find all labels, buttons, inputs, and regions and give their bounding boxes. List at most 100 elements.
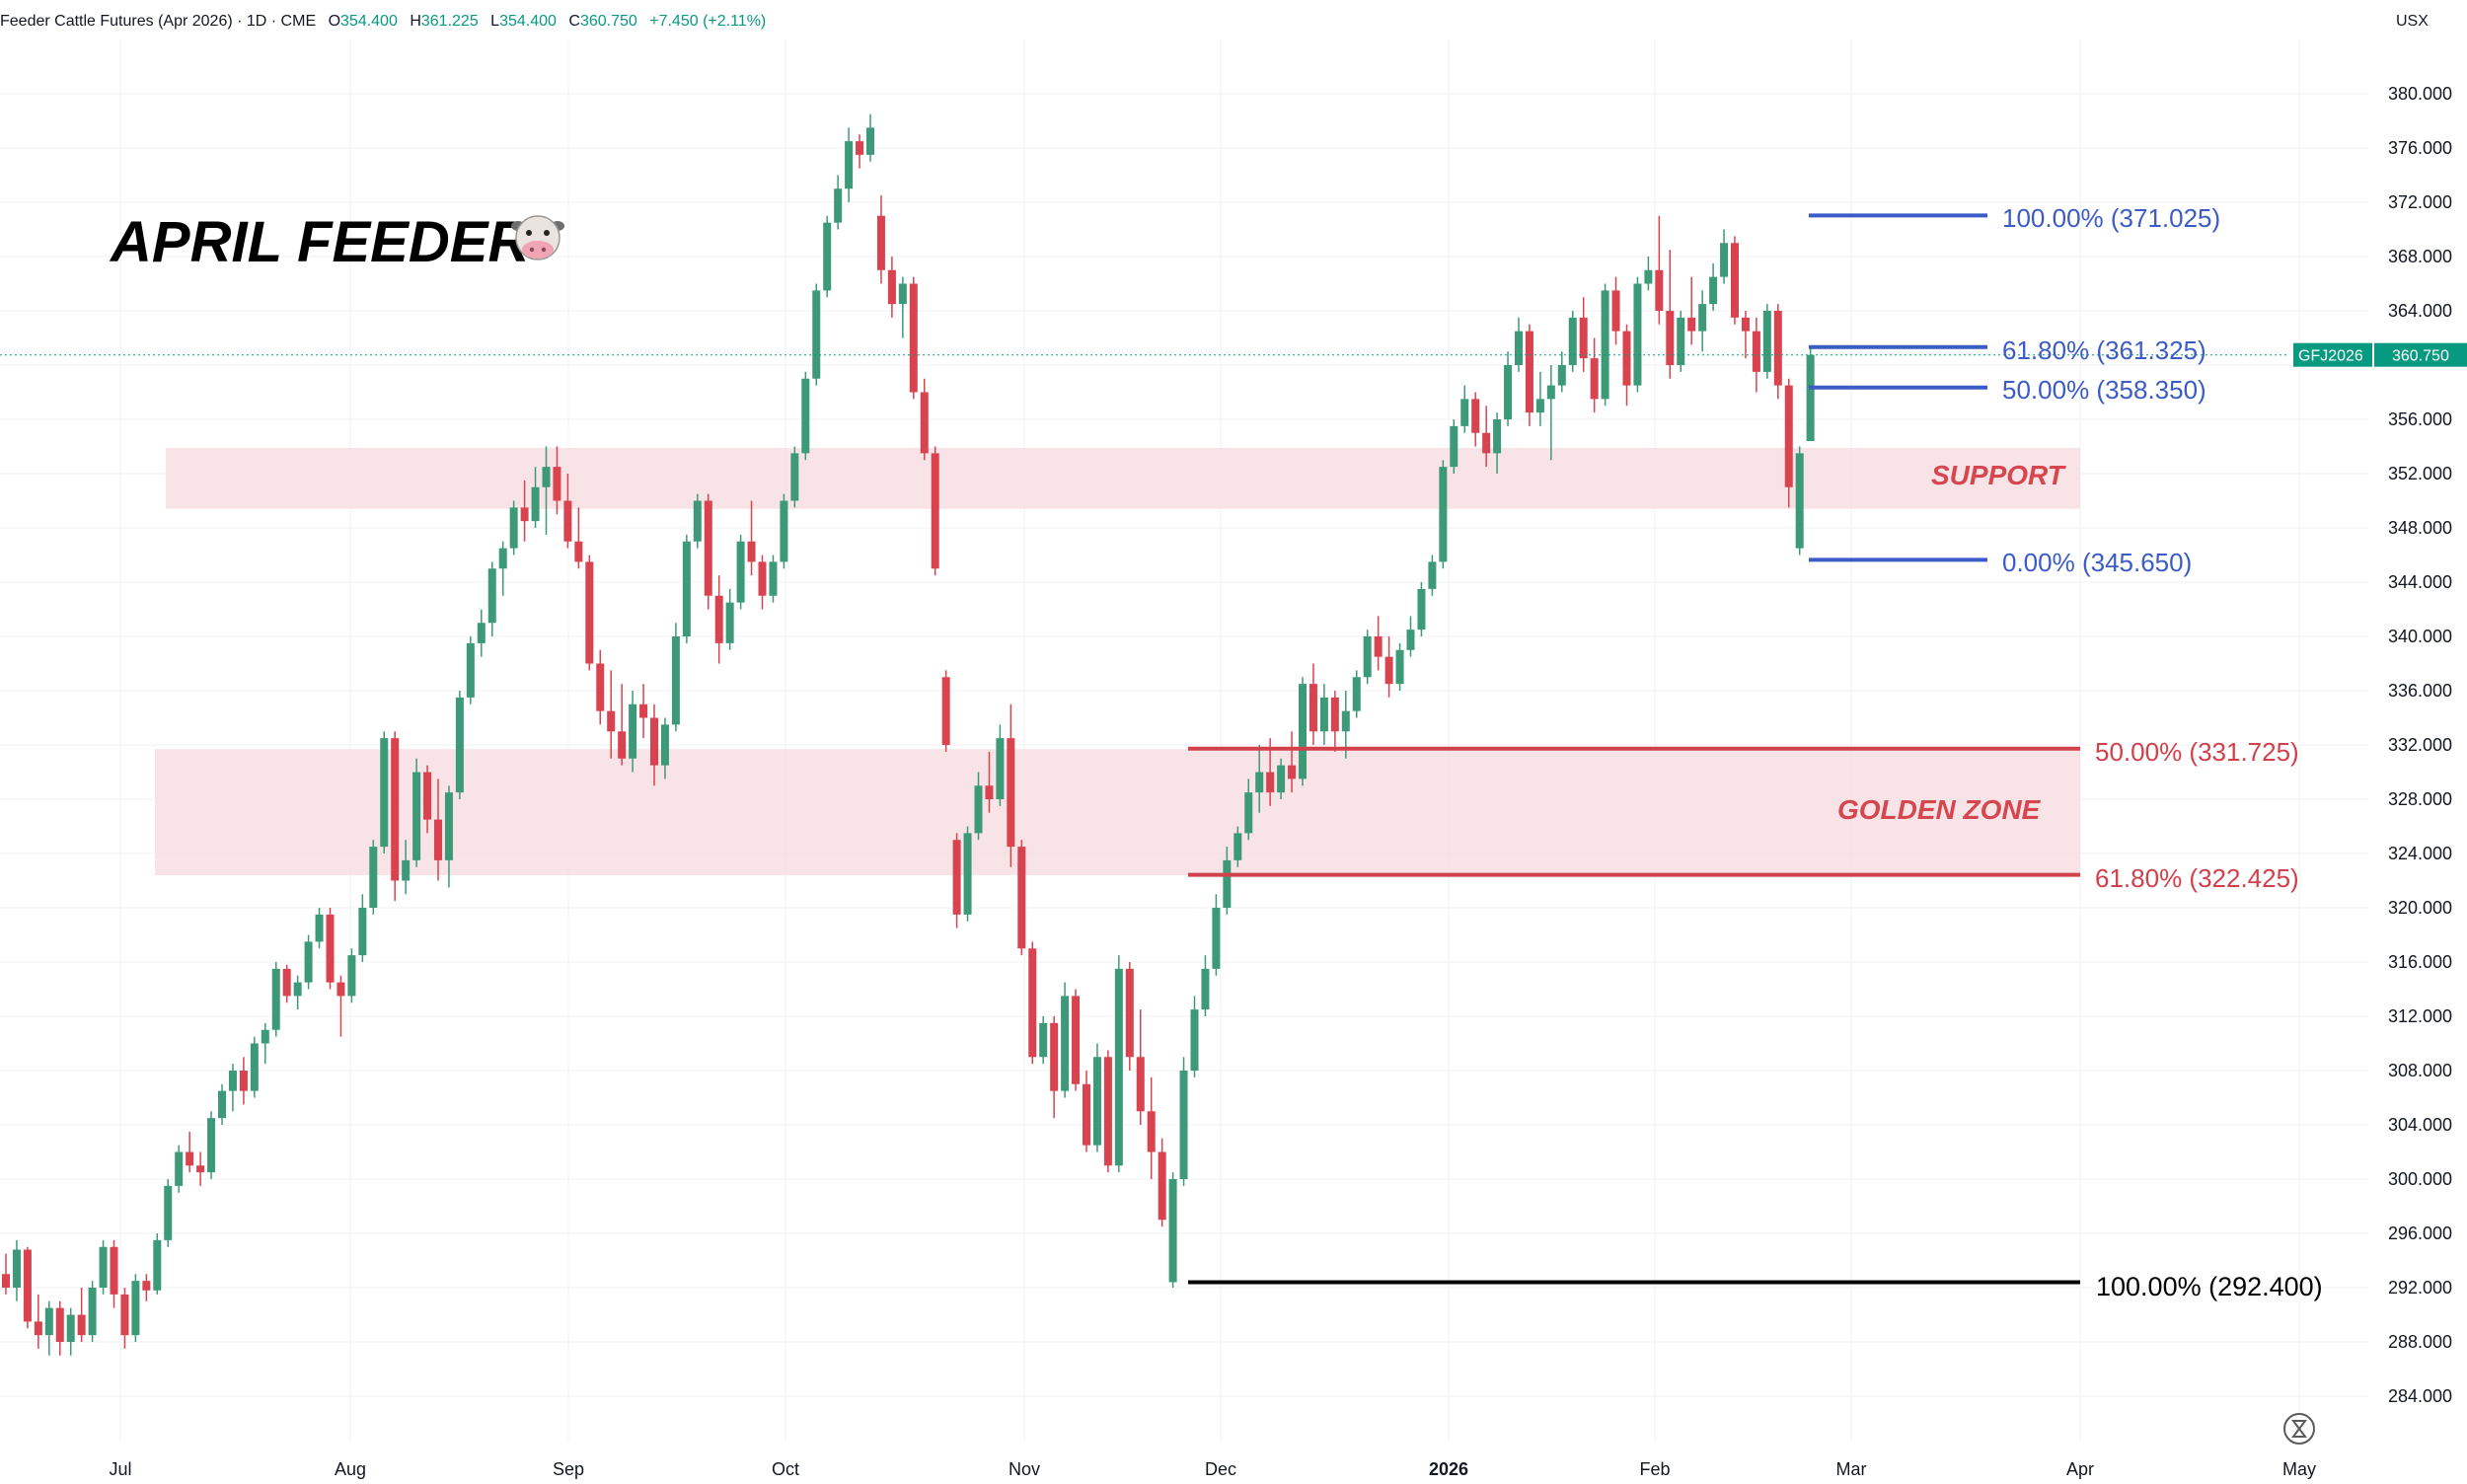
candle-body	[1179, 1071, 1188, 1179]
currency-label[interactable]: USX	[2396, 13, 2429, 30]
time-axis[interactable]: Jul Aug Sep Oct Nov Dec 2026 Feb Mar Apr May	[109, 1459, 2316, 1479]
price-axis[interactable]: 284.000 288.000 292.000 296.000 300.000 304.0…	[2378, 39, 2467, 1441]
price-tick-label: 332.000	[2388, 735, 2452, 755]
price-tick-label: 376.000	[2388, 138, 2452, 158]
candle-body	[34, 1321, 42, 1336]
symbol-title: Feeder Cattle Futures (Apr 2026) · 1D · …	[0, 13, 316, 30]
candle-body	[1277, 765, 1286, 793]
badge-value: 360.750	[2392, 348, 2449, 365]
candle-body	[682, 541, 691, 636]
candle-body	[2, 1274, 10, 1288]
candle-body	[1007, 738, 1015, 848]
candle-body	[898, 283, 907, 305]
candle-body	[271, 968, 280, 1030]
support-zone-label: SUPPORT	[1931, 460, 2067, 490]
candle-body	[228, 1071, 237, 1091]
candle-body	[1568, 317, 1577, 365]
fib-label-blue-50: 50.00% (358.350)	[2002, 375, 2206, 405]
price-tick-label: 340.000	[2388, 627, 2452, 646]
clock-icon[interactable]	[2283, 1413, 2315, 1445]
time-tick-label: Nov	[1009, 1459, 1040, 1479]
candle-body	[1795, 453, 1804, 549]
fib-label-red-50: 50.00% (331.725)	[2095, 737, 2299, 767]
candle-body	[931, 453, 939, 569]
price-tick-label: 308.000	[2388, 1061, 2452, 1080]
candle-body	[218, 1090, 226, 1119]
candle-body	[1622, 331, 1631, 386]
candle-body	[596, 663, 605, 711]
last-price-badge: GFJ2026 360.750	[2293, 342, 2467, 367]
candle-body	[834, 188, 843, 223]
candle-body	[856, 141, 864, 155]
candle-body	[996, 738, 1005, 799]
candle-body	[1147, 1111, 1156, 1152]
candle-body	[866, 127, 874, 155]
time-tick-label: Mar	[1836, 1459, 1867, 1479]
candle-body	[142, 1281, 151, 1291]
candle-body	[1741, 317, 1750, 332]
candle-body	[380, 738, 389, 848]
price-tick-label: 352.000	[2388, 464, 2452, 483]
candle-body	[1493, 419, 1502, 454]
candle-body	[758, 561, 767, 596]
price-tick-label: 324.000	[2388, 844, 2452, 863]
candle-body	[1255, 772, 1264, 793]
candle-body	[466, 642, 475, 698]
candle-body	[1223, 859, 1232, 908]
close-label: C	[568, 13, 580, 30]
candle-body	[44, 1307, 53, 1336]
high-label: H	[410, 13, 421, 30]
candle-body	[1417, 588, 1426, 631]
candle-body	[660, 724, 669, 766]
candle-body	[1039, 1022, 1048, 1058]
candle-body	[315, 914, 324, 942]
candle-body	[1557, 365, 1566, 386]
fib-layer	[1188, 213, 2080, 1285]
price-tick-label: 296.000	[2388, 1224, 2452, 1243]
candle-body	[196, 1165, 205, 1173]
candle-body	[531, 486, 540, 522]
time-tick-label: May	[2282, 1459, 2316, 1479]
candle-body	[293, 982, 302, 997]
candle-body	[1266, 772, 1275, 793]
candle-body	[704, 500, 712, 596]
candle-body	[1125, 968, 1134, 1058]
candle-body	[629, 704, 637, 759]
candle-body	[985, 785, 994, 799]
candle-body	[1330, 697, 1339, 732]
candle-body	[304, 941, 313, 983]
zone-golden-zone	[155, 749, 2080, 875]
candle-body	[326, 914, 335, 983]
price-tick-label: 320.000	[2388, 898, 2452, 918]
candle-body	[801, 378, 810, 454]
candle-body	[1234, 833, 1242, 860]
candle-body	[1439, 467, 1448, 562]
candle-body	[1395, 649, 1404, 685]
candle-body	[1072, 996, 1081, 1084]
candle-body	[1050, 1022, 1059, 1091]
price-tick-label: 372.000	[2388, 192, 2452, 212]
badge-symbol: GFJ2026	[2298, 348, 2363, 365]
golden-zone-label: GOLDEN ZONE	[1837, 794, 2042, 825]
candle-body	[920, 392, 929, 454]
candle-body	[412, 772, 421, 860]
candle-body	[1515, 331, 1523, 365]
cow-icon	[511, 215, 564, 260]
candle-body	[1546, 385, 1555, 400]
time-tick-label: Sep	[553, 1459, 584, 1479]
candle-body	[574, 541, 583, 562]
candle-body	[1482, 432, 1491, 454]
candle-body	[1644, 269, 1653, 284]
candle-body	[736, 541, 745, 603]
candle-body	[186, 1151, 194, 1166]
candle-body	[423, 772, 432, 820]
candle-body	[1677, 317, 1685, 365]
candle-body	[823, 222, 832, 291]
header-legend[interactable]: Feeder Cattle Futures (Apr 2026) · 1D · …	[0, 13, 766, 30]
candle-body	[1168, 1179, 1177, 1283]
candle-body	[1363, 636, 1372, 678]
candle-body	[391, 738, 400, 881]
price-tick-label: 300.000	[2388, 1169, 2452, 1189]
candle-body	[358, 908, 367, 956]
